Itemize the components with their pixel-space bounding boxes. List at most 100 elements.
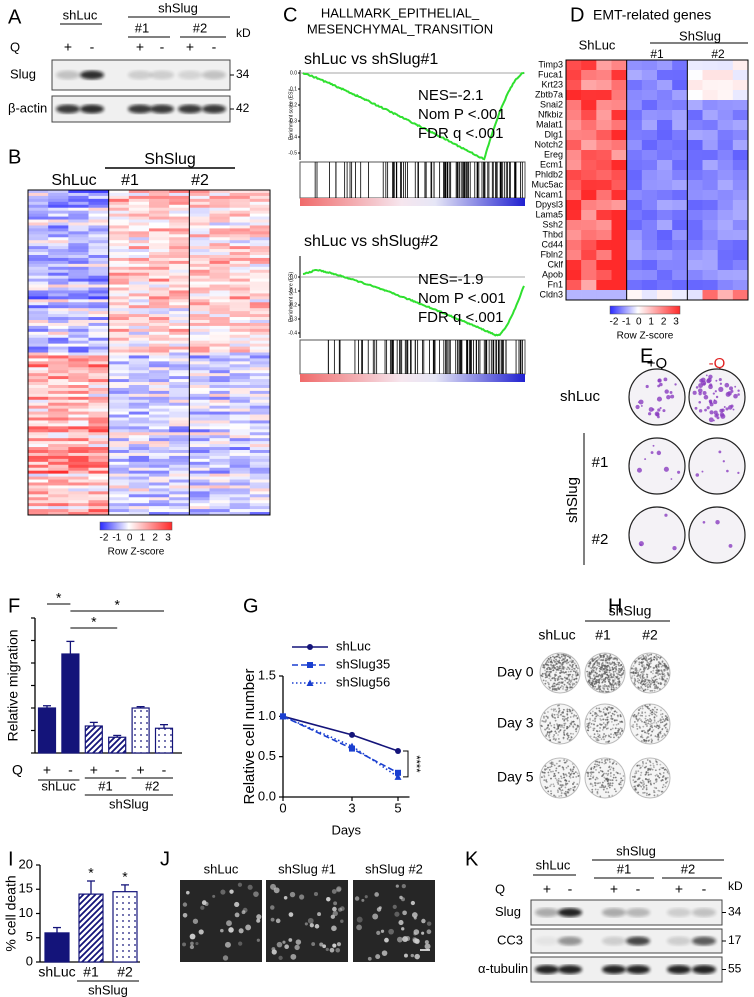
cell-nucleus [413,916,417,920]
stain [545,719,547,722]
stain [592,669,595,672]
stain [573,714,576,717]
stain [661,716,664,718]
stain [634,669,637,671]
label: -0.4 [288,330,297,336]
heatmap-cell [48,494,69,498]
heatmap-cell [68,464,89,469]
y-tick-label: 20 [19,856,33,871]
stain [661,679,664,681]
heatmap-cell [128,257,150,262]
heatmap-cell [108,290,130,294]
stain [591,666,594,669]
heatmap-cell [169,479,190,483]
stain [634,679,636,682]
heatmap-cell [596,260,612,271]
stain [637,671,639,674]
heatmap-cell [108,385,130,389]
heatmap-cell [28,216,49,220]
label: #2 [193,20,207,35]
heatmap-cell [108,390,130,395]
stain [637,673,640,676]
heatmap-cell [626,170,643,181]
stain [641,761,644,763]
stain [595,776,598,779]
heatmap-cell [128,470,150,474]
stain [609,736,612,739]
heatmap-cell [128,219,150,223]
heatmap-cell [48,192,69,197]
stain [610,733,612,736]
heatmap-cell [68,479,89,483]
stain [594,782,596,784]
label: #1 [617,861,631,876]
heatmap-cell [68,387,89,392]
heatmap-cell [657,90,673,101]
cell-nucleus [313,891,319,897]
band [56,104,80,114]
significance: * [91,614,97,630]
heatmap-cell [128,322,150,327]
stain [541,720,544,722]
stain [586,725,589,727]
stain [555,683,558,686]
stain [649,720,652,723]
stain [606,688,609,691]
stain [650,659,653,662]
cell-nucleus [200,905,205,910]
stain [664,768,667,771]
stain [648,664,651,666]
stain [645,771,648,773]
heatmap-cell [68,390,89,395]
stain [660,709,662,712]
stain [553,687,556,690]
stain [588,778,591,780]
heatmap-cell [28,408,49,412]
heatmap-cell [657,280,673,291]
heatmap-cell [48,488,69,492]
heatmap-cell [229,423,251,427]
stain [596,662,599,664]
heatmap-cell [657,260,673,271]
stain [588,664,591,667]
heatmap-cell [229,231,251,235]
stain [543,775,546,778]
heatmap-cell [169,222,190,226]
heatmap-cell [169,379,190,383]
heatmap-cell [189,373,210,377]
stain [594,678,596,680]
colony [697,388,703,393]
heatmap-cell [641,120,658,131]
heatmap-cell [68,509,89,513]
stain [544,669,546,672]
heatmap-cell [611,260,627,271]
stain [555,762,558,765]
heatmap-cell [88,190,109,194]
heatmap-cell [209,337,230,341]
heatmap-cell [581,270,597,281]
heatmap-cell [229,266,251,271]
colony [640,404,643,407]
stain [550,765,553,768]
heatmap-cell [48,311,69,315]
cell-nucleus [290,953,297,960]
stain [634,780,637,783]
band [178,104,202,114]
stain [635,788,638,791]
heatmap-cell [88,257,109,262]
stain [551,714,553,717]
heatmap-cell [169,340,190,344]
cell-nucleus [190,941,194,946]
marker [307,662,313,668]
heatmap-cell [626,130,643,141]
stain [635,718,638,720]
label: shLuc vs shSlug#1 [304,51,438,68]
stain [546,659,549,662]
heatmap-cell [128,358,150,362]
heatmap-cell [189,387,210,392]
stain [660,767,663,769]
stain [552,664,555,667]
stain [569,716,572,718]
stain [632,724,635,726]
stain [651,768,654,771]
